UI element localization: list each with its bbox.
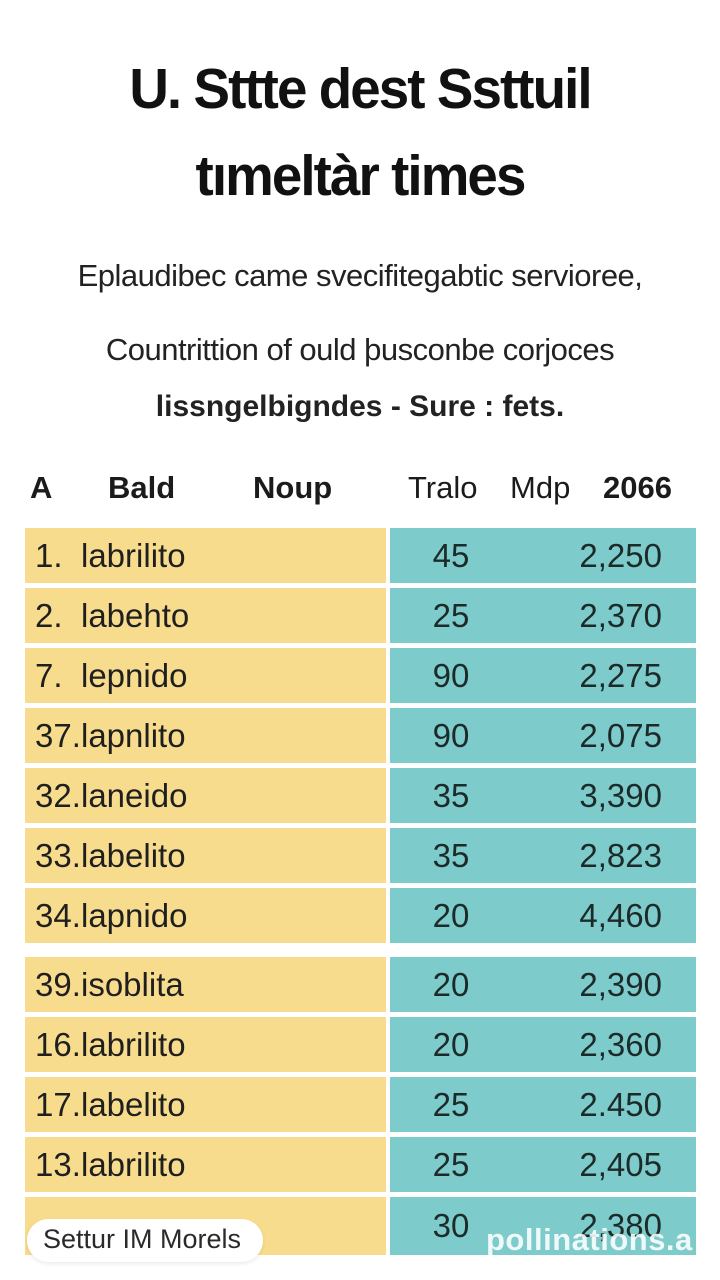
- footer-button[interactable]: Settur IM Morels: [27, 1219, 264, 1262]
- row-name: labehto: [81, 596, 190, 634]
- row-amount: 2,075: [579, 716, 662, 754]
- row-value: 25: [432, 1145, 470, 1183]
- table-row: 2. labehto 25 2,370: [0, 588, 720, 643]
- row-name: labelito: [81, 1085, 186, 1123]
- number-cell: 90 2,075: [390, 708, 696, 763]
- number-cell: 90 2,275: [390, 648, 696, 703]
- page-title: U. Sttte dest Ssttuil tımeltàr times: [0, 46, 720, 219]
- number-cell: 25 2,405: [390, 1137, 696, 1192]
- table-row: Settur IM Morels 30 2,380: [0, 1197, 720, 1262]
- row-index: 17.: [35, 1085, 81, 1123]
- column-header-tralo: Tralo: [408, 470, 478, 505]
- page-title-line2: tımeltàr times: [195, 143, 527, 208]
- row-value: 25: [432, 1085, 470, 1123]
- number-cell: 35 3,390: [390, 768, 696, 823]
- table-row: 13. labrilito 25 2,405: [0, 1137, 720, 1192]
- row-name: labrilito: [81, 1025, 186, 1063]
- row-amount: 2,405: [579, 1145, 662, 1183]
- name-cell: Settur IM Morels: [25, 1197, 386, 1262]
- row-index: 1.: [35, 536, 63, 574]
- row-amount: 2,360: [579, 1025, 662, 1063]
- name-cell: 37. lapnlito: [25, 708, 386, 763]
- row-amount: 2,250: [579, 536, 662, 574]
- row-value: 35: [432, 836, 470, 874]
- row-index: 39.: [35, 965, 81, 1003]
- name-cell: 34. lapnido: [25, 888, 386, 943]
- number-cell: 35 2,823: [390, 828, 696, 883]
- number-cell: 20 2,390: [390, 957, 696, 1012]
- number-cell: 25 2,370: [390, 588, 696, 643]
- row-amount: 2,275: [579, 656, 662, 694]
- row-amount: 3,390: [579, 776, 662, 814]
- column-header-2066: 2066: [603, 470, 672, 505]
- table-row: 39. isoblita 20 2,390: [0, 957, 720, 1012]
- column-header-a: A: [30, 470, 53, 505]
- table-row: 37. lapnlito 90 2,075: [0, 708, 720, 763]
- number-cell: 20 4,460: [390, 888, 696, 943]
- name-cell: 1. labrilito: [25, 528, 386, 583]
- subtitle-line1: Eplaudibec came svecifitegabtic serviore…: [77, 258, 643, 293]
- name-cell: 2. labehto: [25, 588, 386, 643]
- row-amount: 2,390: [579, 965, 662, 1003]
- row-name: labrilito: [81, 1145, 186, 1183]
- row-name: lepnido: [81, 656, 188, 694]
- row-index: 2.: [35, 596, 63, 634]
- row-value: 25: [432, 596, 470, 634]
- name-cell: 33. labelito: [25, 828, 386, 883]
- table-row: 16. labrilito 20 2,360: [0, 1017, 720, 1072]
- row-value: 30: [432, 1207, 470, 1244]
- column-header-bald: Bald: [108, 470, 176, 505]
- row-name: labrilito: [81, 536, 186, 574]
- name-cell: 17. labelito: [25, 1077, 386, 1132]
- watermark: pollinations.a: [486, 1222, 693, 1257]
- row-name: isoblita: [81, 965, 184, 1003]
- row-name: labelito: [81, 836, 186, 874]
- column-header-mdp: Mdp: [510, 470, 571, 505]
- row-value: 35: [432, 776, 470, 814]
- page-title-line1: U. Sttte dest Ssttuil: [129, 57, 592, 121]
- row-index: 32.: [35, 776, 81, 814]
- table-row: 32. laneido 35 3,390: [0, 768, 720, 823]
- row-amount: 2,370: [579, 596, 662, 634]
- row-amount: 2,380: [579, 1207, 662, 1244]
- row-name: laneido: [81, 776, 188, 814]
- table-row: 7. lepnido 90 2,275: [0, 648, 720, 703]
- subtitle-line2: Countrittion of ould þusconbe corjoces: [105, 332, 615, 367]
- table-row: 33. labelito 35 2,823: [0, 828, 720, 883]
- table-row: 34. lapnido 20 4,460: [0, 888, 720, 943]
- table-row: 1. labrilito 45 2,250: [0, 528, 720, 583]
- name-cell: 7. lepnido: [25, 648, 386, 703]
- name-cell: 16. labrilito: [25, 1017, 386, 1072]
- row-name: lapnido: [81, 896, 188, 934]
- number-cell: 25 2.450: [390, 1077, 696, 1132]
- row-value: 20: [432, 965, 470, 1003]
- row-amount: 2,823: [579, 836, 662, 874]
- number-cell: 20 2,360: [390, 1017, 696, 1072]
- name-cell: 39. isoblita: [25, 957, 386, 1012]
- row-index: 34.: [35, 896, 81, 934]
- row-index: 13.: [35, 1145, 81, 1183]
- row-amount: 2.450: [579, 1085, 662, 1123]
- name-cell: 13. labrilito: [25, 1137, 386, 1192]
- table-header-row: A Bald Noup Tralo Mdp 2066: [0, 470, 720, 512]
- row-amount: 4,460: [579, 896, 662, 934]
- row-name: lapnlito: [81, 716, 186, 754]
- row-value: 45: [432, 536, 470, 574]
- subtitle-line3: lissngelbigndes - Sure : fets.: [155, 390, 565, 423]
- row-value: 20: [432, 1025, 470, 1063]
- row-index: 37.: [35, 716, 81, 754]
- column-header-noup: Noup: [253, 470, 333, 505]
- table-row: 17. labelito 25 2.450: [0, 1077, 720, 1132]
- row-index: 7.: [35, 656, 63, 694]
- row-index: 33.: [35, 836, 81, 874]
- number-cell: 45 2,250: [390, 528, 696, 583]
- row-value: 90: [432, 656, 470, 694]
- table-body: 1. labrilito 45 2,250 2. labehto 25 2,370 7. lepn…: [0, 528, 720, 1262]
- number-cell: 30 2,380: [390, 1197, 696, 1255]
- name-cell: 32. laneido: [25, 768, 386, 823]
- row-value: 90: [432, 716, 470, 754]
- row-index: 16.: [35, 1025, 81, 1063]
- row-value: 20: [432, 896, 470, 934]
